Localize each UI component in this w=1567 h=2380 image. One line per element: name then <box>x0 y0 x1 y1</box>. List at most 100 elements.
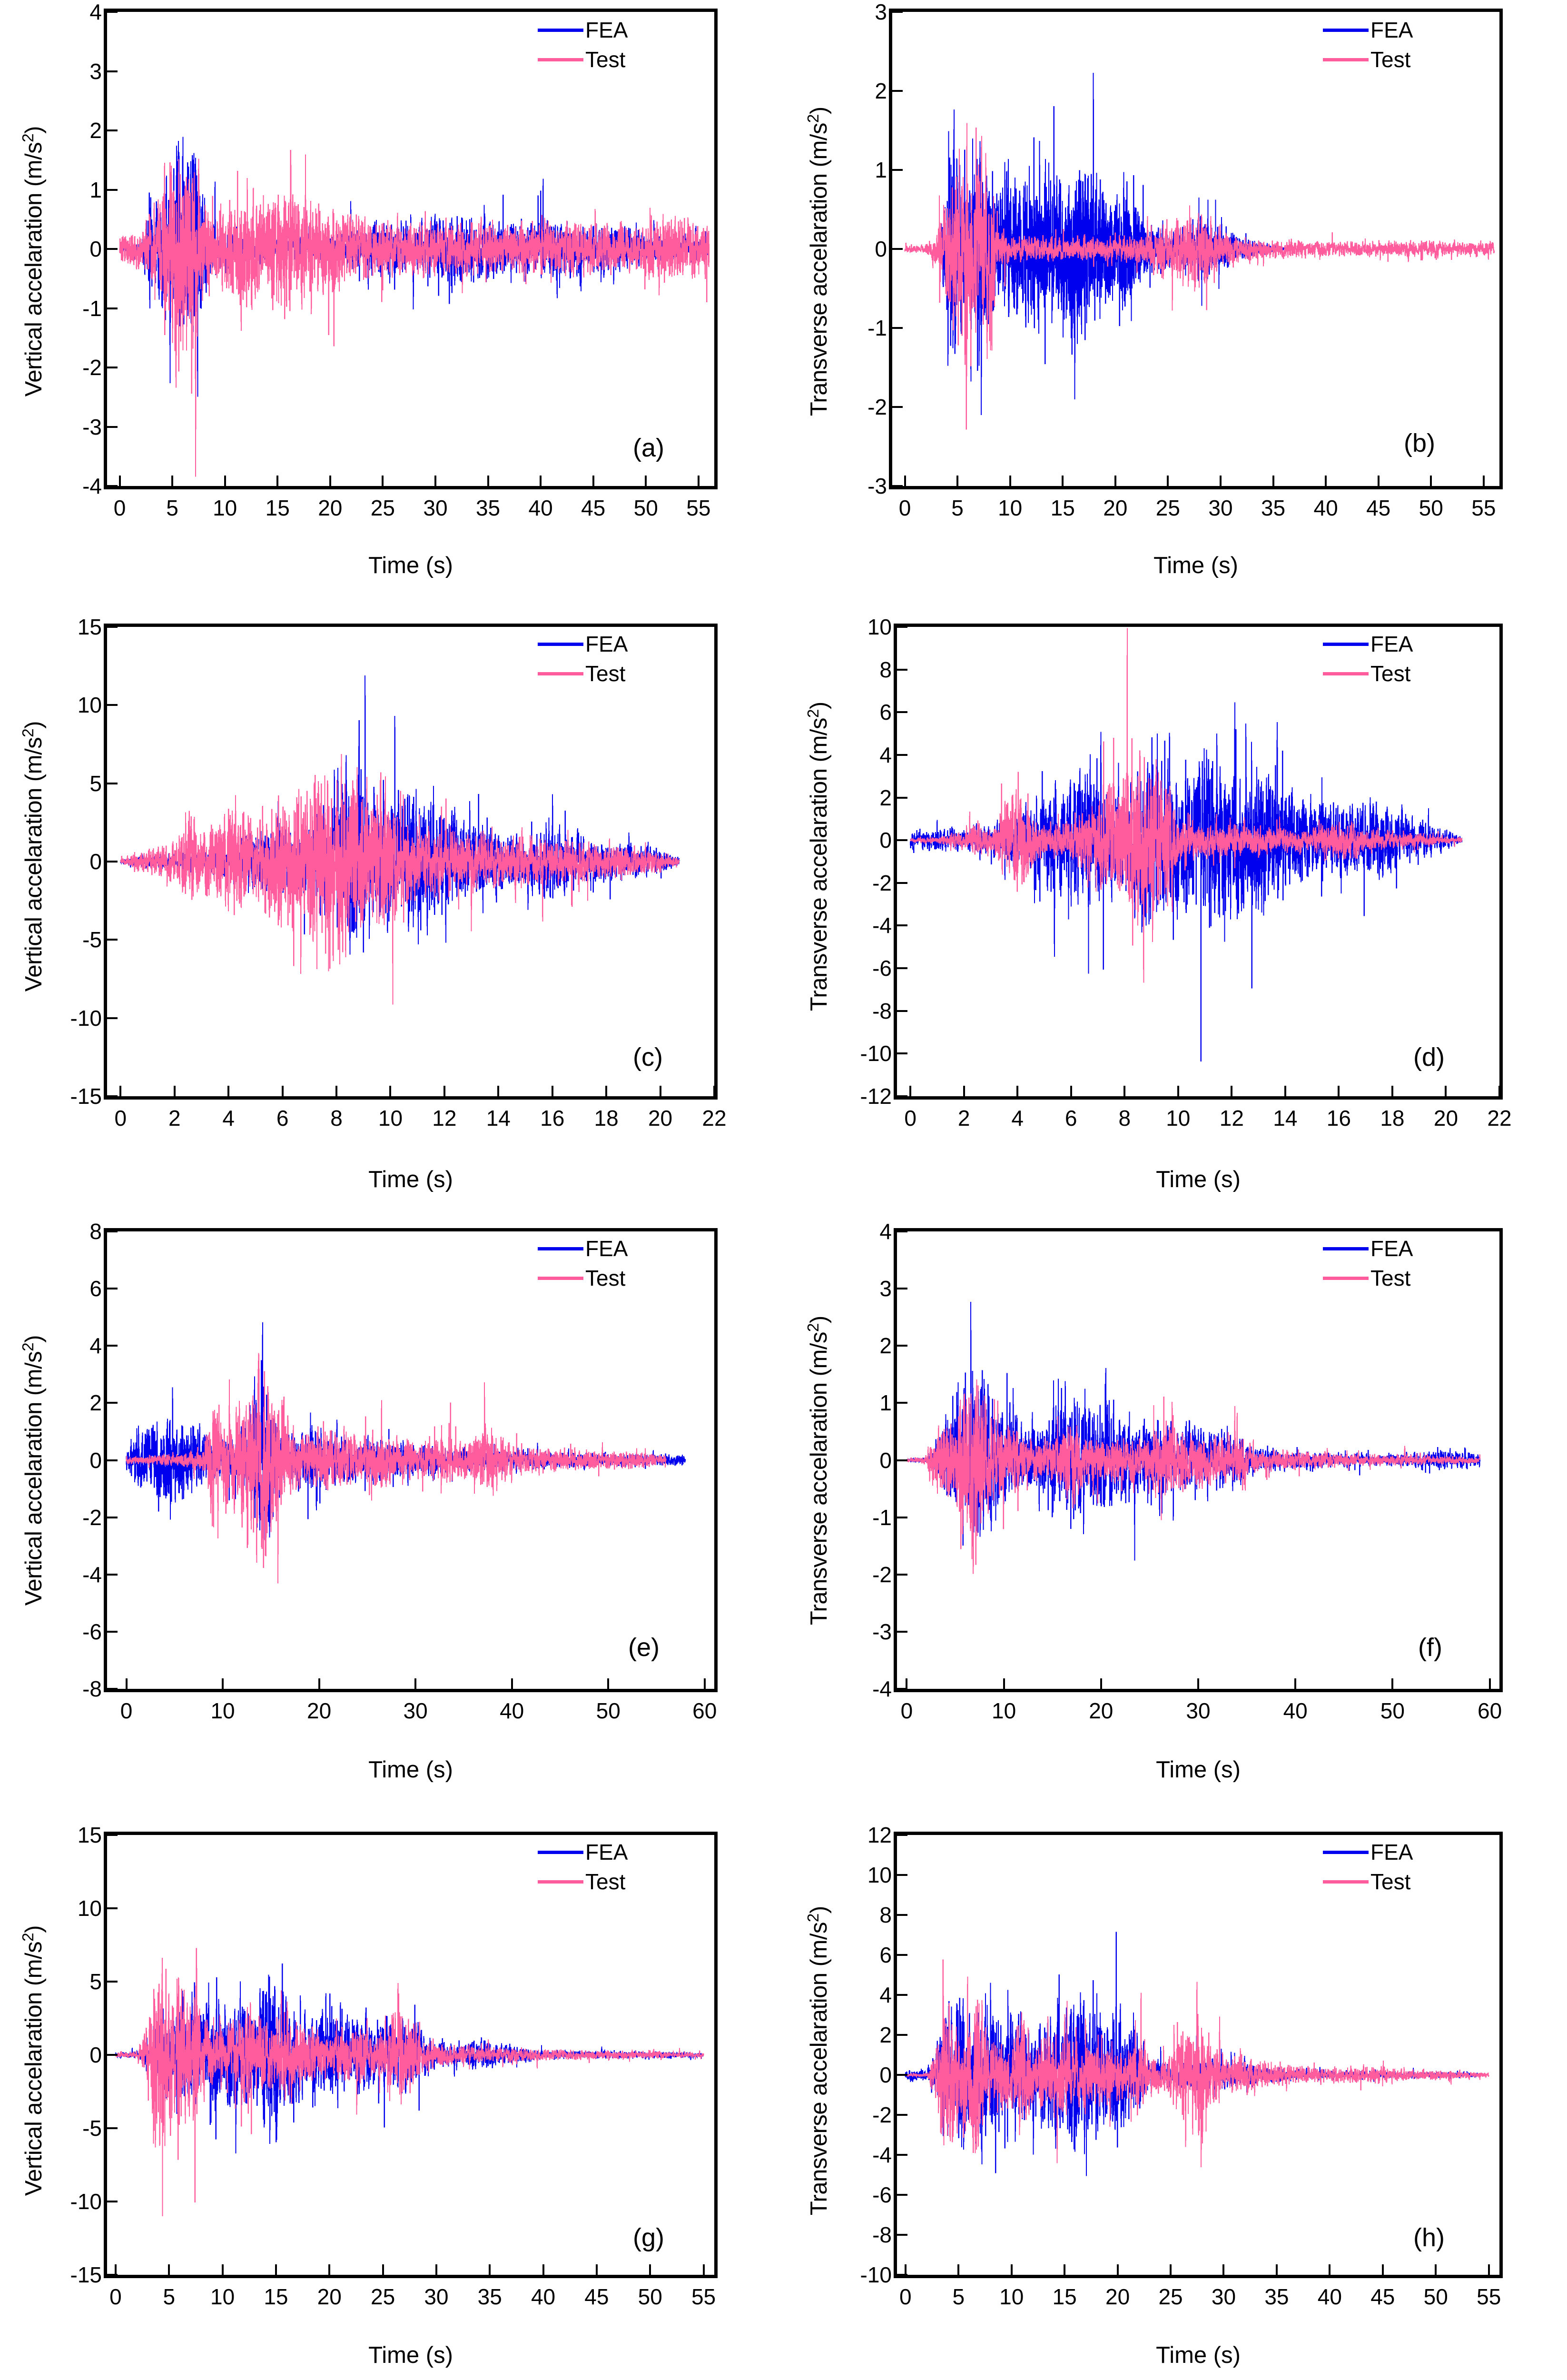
legend-label-test: Test <box>585 661 626 686</box>
series-line-test <box>906 1379 1481 1574</box>
x-tick-mark <box>595 2264 598 2275</box>
y-tick-label: 10 <box>77 693 102 718</box>
fea-line-swatch-icon <box>538 642 583 646</box>
x-tick-mark <box>1114 476 1116 486</box>
x-tick-label: 50 <box>1380 1698 1405 1723</box>
fea-line-swatch-icon <box>538 28 583 32</box>
legend-item-test: Test <box>1323 1267 1413 1289</box>
panel-f-tag: (f) <box>1418 1633 1442 1662</box>
x-tick-label: 5 <box>163 2284 176 2309</box>
panel-b-tag: (b) <box>1404 429 1435 457</box>
y-tick-mark <box>897 1095 907 1097</box>
fea-line-swatch-icon <box>1323 28 1369 32</box>
y-tick-mark <box>892 248 903 250</box>
x-tick-label: 6 <box>276 1106 289 1130</box>
y-tick-mark <box>107 367 118 368</box>
y-tick-label: 0 <box>879 1448 892 1473</box>
x-tick-label: 15 <box>1052 2284 1077 2309</box>
test-line-swatch-icon <box>1323 1276 1369 1280</box>
fea-line-swatch-icon <box>538 1247 583 1250</box>
y-tick-label: -1 <box>872 1505 892 1530</box>
y-tick-label: 2 <box>875 79 887 103</box>
y-tick-label: 10 <box>867 1863 892 1887</box>
x-tick-mark <box>542 2264 544 2275</box>
x-tick-mark <box>649 2264 651 2275</box>
x-tick-label: 8 <box>1118 1106 1131 1130</box>
y-tick-label: 5 <box>89 1969 102 1994</box>
y-tick-mark <box>897 1288 907 1290</box>
y-tick-label: -2 <box>82 1505 102 1530</box>
panel-a-tag: (a) <box>633 434 664 462</box>
y-tick-mark <box>107 1345 118 1347</box>
x-tick-mark <box>318 1678 320 1689</box>
y-tick-mark <box>897 2154 907 2156</box>
x-tick-label: 50 <box>633 496 658 520</box>
y-tick-label: 2 <box>89 1390 102 1416</box>
panel-f-xlabel: Time (s) <box>1156 1757 1241 1783</box>
x-tick-mark <box>1016 1086 1019 1096</box>
x-tick-mark <box>119 1086 122 1096</box>
x-tick-mark <box>276 476 279 486</box>
x-tick-label: 50 <box>596 1698 621 1723</box>
y-tick-mark <box>107 1402 118 1404</box>
y-tick-label: 6 <box>879 700 892 725</box>
y-tick-mark <box>107 70 118 72</box>
y-tick-label: -15 <box>70 1084 102 1109</box>
x-tick-mark <box>592 476 594 486</box>
y-tick-label: -2 <box>867 395 887 419</box>
y-tick-mark <box>897 1954 907 1956</box>
x-tick-mark <box>1294 1678 1297 1689</box>
x-tick-mark <box>1435 2264 1437 2275</box>
y-tick-mark <box>897 754 907 756</box>
fea-line-swatch-icon <box>538 1850 583 1854</box>
x-tick-label: 15 <box>264 2284 288 2309</box>
y-tick-label: 3 <box>875 0 887 24</box>
x-tick-label: 5 <box>166 496 178 520</box>
y-tick-mark <box>897 1402 907 1404</box>
legend-item-test: Test <box>538 49 628 70</box>
y-tick-label: 2 <box>879 2023 892 2047</box>
x-tick-mark <box>1325 476 1327 486</box>
panel-a-xlabel: Time (s) <box>368 553 453 578</box>
y-tick-mark <box>107 1288 118 1290</box>
y-tick-label: -3 <box>82 414 102 439</box>
y-tick-mark <box>897 882 907 884</box>
panel-f-plot-area <box>894 1228 1503 1692</box>
x-tick-mark <box>125 1678 128 1689</box>
x-tick-label: 55 <box>691 2284 716 2309</box>
x-tick-mark <box>697 476 700 486</box>
y-tick-mark <box>107 129 118 131</box>
y-tick-mark <box>107 1573 118 1576</box>
fea-line-swatch-icon <box>1323 1850 1369 1854</box>
series-line-test <box>904 123 1495 430</box>
series-line-test <box>115 1948 704 2216</box>
x-tick-mark <box>443 1086 445 1096</box>
x-tick-mark <box>909 1086 912 1096</box>
x-tick-mark <box>114 2264 117 2275</box>
y-tick-mark <box>107 626 118 628</box>
y-tick-mark <box>897 796 907 799</box>
x-tick-mark <box>335 1086 338 1096</box>
series-line-test <box>905 1959 1489 2168</box>
legend-item-fea: FEA <box>1323 1238 1413 1259</box>
x-tick-label: 14 <box>486 1106 511 1130</box>
test-line-swatch-icon <box>538 672 583 675</box>
y-tick-mark <box>892 11 903 13</box>
y-tick-mark <box>897 2194 907 2196</box>
y-tick-mark <box>897 1874 907 1876</box>
y-tick-label: 4 <box>89 1333 102 1359</box>
y-tick-label: 3 <box>879 1276 892 1301</box>
x-tick-mark <box>713 1086 715 1096</box>
x-tick-label: 40 <box>528 496 553 520</box>
x-tick-label: 20 <box>1105 2284 1130 2309</box>
x-tick-mark <box>389 1086 392 1096</box>
x-tick-label: 50 <box>1419 496 1443 520</box>
x-tick-mark <box>329 476 331 486</box>
y-tick-mark <box>107 1230 118 1232</box>
y-tick-label: -2 <box>872 2102 892 2127</box>
ylabel-superscript: 2 <box>19 1933 37 1942</box>
x-tick-label: 0 <box>904 1106 917 1130</box>
legend-label-fea: FEA <box>585 18 628 42</box>
y-tick-label: -10 <box>860 2262 892 2287</box>
x-tick-label: 35 <box>1264 2284 1289 2309</box>
